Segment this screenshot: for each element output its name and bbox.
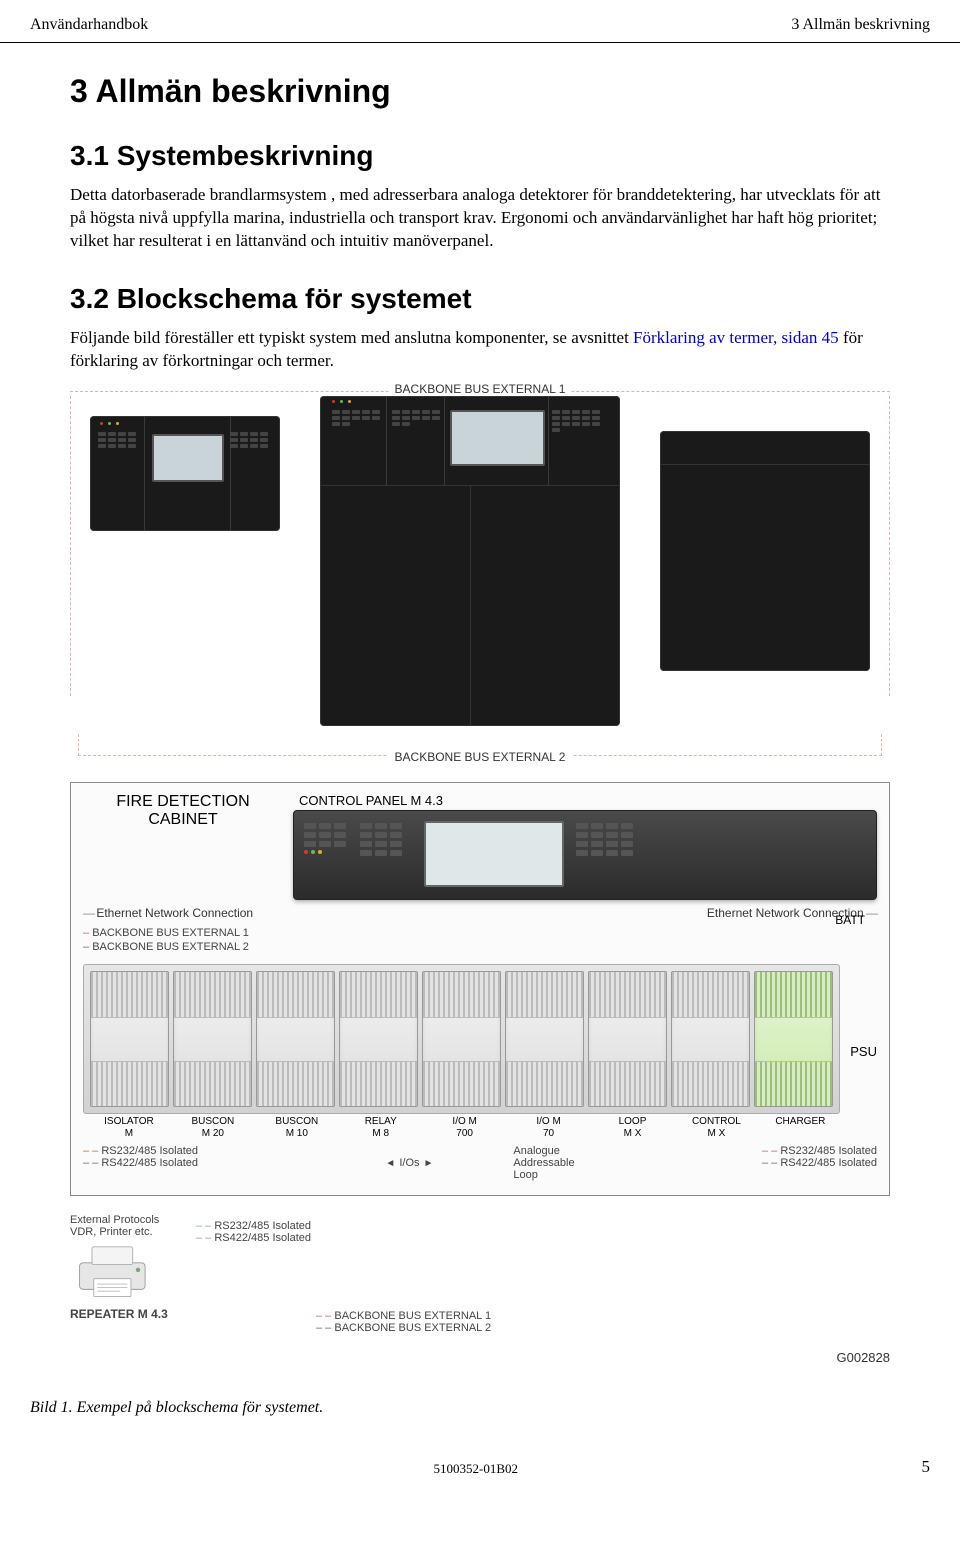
backbone-ext-left: – BACKBONE BUS EXTERNAL 1 – BACKBONE BUS… <box>83 926 249 955</box>
fdc-title: FIRE DETECTION CABINET <box>83 793 283 830</box>
module-buscon-10 <box>256 971 335 1107</box>
module-buscon-20 <box>173 971 252 1107</box>
module-isolator <box>90 971 169 1107</box>
module-io-70 <box>505 971 584 1107</box>
fdc-title-line2: CABINET <box>148 811 217 828</box>
page-content: 3 Allmän beskrivning 3.1 Systembeskrivni… <box>0 43 960 1385</box>
control-panel-screen <box>424 821 564 887</box>
rs-lines-right: – – RS232/485 Isolated – – RS422/485 Iso… <box>762 1145 877 1181</box>
backbone-top-left-edge <box>70 396 78 696</box>
module-label: CONTROLM X <box>676 1116 756 1139</box>
bb-ext-left-1: BACKBONE BUS EXTERNAL 1 <box>92 927 249 939</box>
terms-link[interactable]: Förklaring av termer, sidan 45 <box>633 328 839 347</box>
rs232-left: RS232/485 Isolated <box>101 1145 198 1157</box>
section-3-2-intro: Följande bild föreställer ett typiskt sy… <box>70 327 890 373</box>
header-right: 3 Allmän beskrivning <box>791 16 930 34</box>
section-3-1-paragraph: Detta datorbaserade brandlarmsystem , me… <box>70 184 890 253</box>
section-3-1-title: 3.1 Systembeskrivning <box>70 140 890 172</box>
module-label: RELAYM 8 <box>341 1116 421 1139</box>
module-label: ISOLATORM <box>89 1116 169 1139</box>
chapter-title: 3 Allmän beskrivning <box>70 73 890 110</box>
control-panel-label: CONTROL PANEL M 4.3 <box>299 793 877 808</box>
fire-detection-cabinet: FIRE DETECTION CABINET CONTROL PANEL M 4… <box>70 782 890 1197</box>
bb-out-1: BACKBONE BUS EXTERNAL 1 <box>334 1310 491 1322</box>
cabinet-small-screen <box>152 434 224 482</box>
section-3-2-title: 3.2 Blockschema för systemet <box>70 283 890 315</box>
footer-docnum: 5100352-01B02 <box>30 1461 922 1477</box>
bb-ext-left-2: BACKBONE BUS EXTERNAL 2 <box>92 941 249 953</box>
block-diagram: BACKBONE BUS EXTERNAL 1 <box>70 391 890 1366</box>
psu-label: PSU <box>846 1044 877 1059</box>
diagram-code: G002828 <box>70 1350 890 1365</box>
module-relay <box>339 971 418 1107</box>
module-label: I/O M700 <box>425 1116 505 1139</box>
rs232-bottom: RS232/485 Isolated <box>214 1220 311 1232</box>
module-label: BUSCONM 10 <box>257 1116 337 1139</box>
fdc-title-line1: FIRE DETECTION <box>116 793 249 810</box>
backbone-out-labels: – – BACKBONE BUS EXTERNAL 1 – – BACKBONE… <box>316 1310 491 1334</box>
module-labels-row: ISOLATORMBUSCONM 20BUSCONM 10RELAYM 8I/O… <box>89 1116 840 1139</box>
analogue-loop-label: Analogue Addressable Loop <box>513 1145 574 1181</box>
module-io-700 <box>422 971 501 1107</box>
repeater-label: REPEATER M 4.3 <box>70 1307 180 1321</box>
backbone-bottom-label: BACKBONE BUS EXTERNAL 2 <box>389 750 572 764</box>
intro-text-pre: Följande bild föreställer ett typiskt sy… <box>70 328 633 347</box>
backbone-bottom-frame: BACKBONE BUS EXTERNAL 2 <box>78 734 882 756</box>
module-label: LOOPM X <box>593 1116 673 1139</box>
ios-tag: ◄I/Os► <box>385 1145 433 1181</box>
figure-caption: Bild 1. Exempel på blockschema för syste… <box>30 1399 960 1417</box>
rs422-right: RS422/485 Isolated <box>780 1157 877 1169</box>
cabinet-large <box>320 396 620 726</box>
module-loop <box>588 971 667 1107</box>
backbone-top-right-edge <box>882 396 890 696</box>
rs422-left: RS422/485 Isolated <box>101 1157 198 1169</box>
rs-lines-bottom: – – RS232/485 Isolated – – RS422/485 Iso… <box>196 1220 890 1244</box>
din-rail <box>83 964 840 1114</box>
cabinet-large-screen <box>450 410 545 466</box>
cabinet-small <box>90 416 280 531</box>
cabinet-medium <box>660 431 870 671</box>
rs-lines-left: – – RS232/485 Isolated – – RS422/485 Iso… <box>83 1145 198 1181</box>
batt-label: BATT <box>835 913 865 927</box>
control-panel <box>293 810 877 900</box>
footer-page-number: 5 <box>922 1457 931 1477</box>
module-label: BUSCONM 20 <box>173 1116 253 1139</box>
rs232-right: RS232/485 Isolated <box>780 1145 877 1157</box>
module-control <box>671 971 750 1107</box>
external-protocols-label: External Protocols VDR, Printer etc. <box>70 1214 180 1238</box>
bb-out-2: BACKBONE BUS EXTERNAL 2 <box>334 1322 491 1334</box>
printer-icon <box>70 1238 160 1300</box>
header-left: Användarhandbok <box>30 16 148 34</box>
module-label: I/O M70 <box>509 1116 589 1139</box>
rs422-bottom: RS422/485 Isolated <box>214 1232 311 1244</box>
external-area: External Protocols VDR, Printer etc. REP… <box>70 1214 890 1344</box>
ethernet-left-label: Ethernet Network Connection <box>96 906 253 920</box>
module-label: CHARGER <box>760 1116 840 1139</box>
module-charger <box>754 971 833 1107</box>
backbone-top-label: BACKBONE BUS EXTERNAL 1 <box>389 382 572 396</box>
